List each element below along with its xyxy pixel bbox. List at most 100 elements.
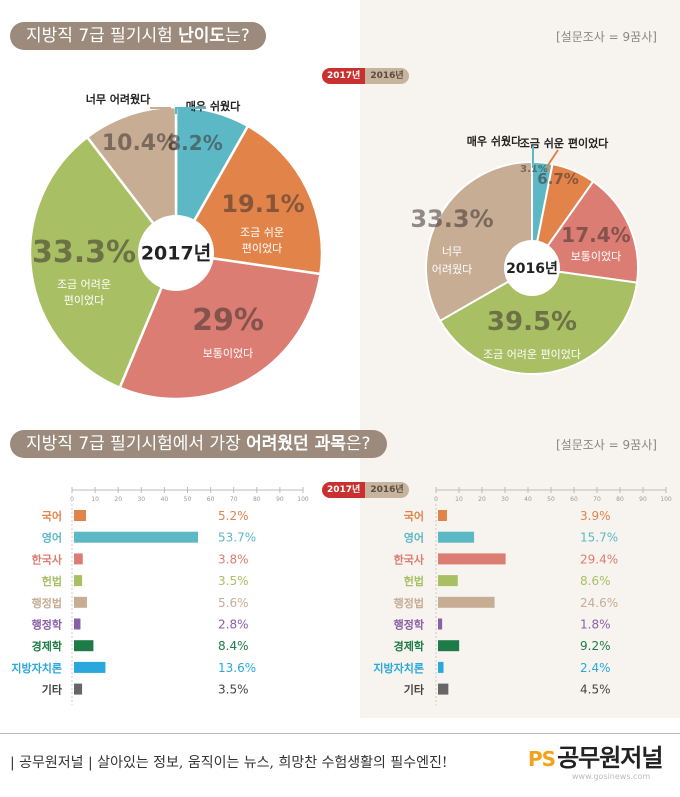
- bar: [74, 596, 87, 608]
- bar: [74, 640, 94, 652]
- bar-value-label: 24.6%: [580, 596, 618, 610]
- bar-value-label: 3.5%: [218, 683, 249, 697]
- x-tick-label: 30: [501, 496, 509, 503]
- bar-value-label: 3.9%: [580, 509, 611, 523]
- bar-category-label: 행정법: [394, 596, 424, 610]
- bar-value-label: 15.7%: [580, 531, 618, 545]
- x-tick-label: 10: [455, 496, 463, 503]
- x-tick-label: 20: [114, 496, 122, 503]
- section1-legend: 2017년 2016년: [322, 68, 409, 84]
- slice-value-label: 10.4%: [102, 131, 178, 156]
- bar-category-label: 경제학: [32, 639, 62, 653]
- legend-2016-bars: 2016년: [365, 482, 409, 498]
- bar: [438, 553, 506, 565]
- x-tick-label: 60: [207, 496, 215, 503]
- bar-category-label: 행정법: [32, 596, 62, 610]
- slice-name-label: 어려웠다: [432, 263, 472, 276]
- slice-value-label: 17.4%: [561, 223, 630, 247]
- legend-2016: 2016년: [365, 68, 409, 84]
- bar-value-label: 2.8%: [218, 618, 249, 632]
- bar: [74, 661, 106, 673]
- leader-line: [175, 107, 206, 114]
- donut-center-label: 2017년: [141, 243, 211, 265]
- bar-value-label: 53.7%: [218, 531, 256, 545]
- bar-value-label: 29.4%: [580, 552, 618, 566]
- section1-survey-note: [설문조사 = 9꿈사]: [556, 30, 657, 44]
- slice-name-label: 조금 어려운 편이었다: [483, 348, 581, 361]
- bar-value-label: 13.6%: [218, 661, 256, 675]
- bar-category-label: 경제학: [394, 639, 424, 653]
- x-tick-label: 100: [297, 496, 309, 503]
- bar-category-label: 국어: [404, 509, 424, 523]
- bar: [74, 553, 83, 565]
- footer-tagline: | 공무원저널 | 살아있는 정보, 움직이는 뉴스, 희망찬 수험생활의 필수…: [10, 755, 448, 771]
- footer-url: www.gosinews.com: [572, 772, 651, 781]
- x-tick-label: 80: [616, 496, 624, 503]
- legend-2017-bars: 2017년: [322, 482, 366, 498]
- slice-value-label: 33.3%: [32, 235, 136, 270]
- bar-value-label: 3.5%: [218, 574, 249, 588]
- bar-value-label: 9.2%: [580, 639, 611, 653]
- bar: [438, 618, 443, 630]
- bar-value-label: 5.6%: [218, 596, 249, 610]
- bar-category-label: 헌법: [42, 574, 62, 588]
- bar: [74, 618, 81, 630]
- x-tick-label: 90: [276, 496, 284, 503]
- pie-slice: [85, 105, 178, 257]
- section2-title-bold: 어려웠던 과목: [246, 434, 346, 454]
- bar: [438, 531, 475, 543]
- donut-hole: [138, 215, 214, 291]
- bar-category-label: 한국사: [394, 552, 425, 566]
- legend-2017: 2017년: [322, 68, 366, 84]
- bar: [438, 683, 449, 695]
- leader-line: [547, 149, 559, 171]
- slice-name-label: 너무 어려웠다: [86, 92, 151, 106]
- bar-value-label: 3.8%: [218, 552, 249, 566]
- bar-value-label: 1.8%: [580, 618, 611, 632]
- section2-title-plain: 지방직 7급 필기시험에서 가장: [26, 434, 247, 454]
- x-tick-label: 50: [184, 496, 192, 503]
- slice-name-label: 편이었다: [242, 242, 282, 255]
- bar-category-label: 행정학: [32, 618, 62, 632]
- slice-value-label: 39.5%: [487, 307, 577, 337]
- x-tick-label: 70: [230, 496, 238, 503]
- slice-name-label: 조금 어려운: [57, 278, 111, 291]
- bar-value-label: 4.5%: [580, 683, 611, 697]
- donut-hole: [504, 240, 560, 296]
- x-tick-label: 70: [593, 496, 601, 503]
- slice-name-label: 매우 쉬웠다: [467, 134, 522, 148]
- pie-slice: [174, 124, 324, 276]
- bar-value-label: 8.6%: [580, 574, 611, 588]
- x-tick-label: 30: [137, 496, 145, 503]
- bar-category-label: 국어: [42, 509, 62, 523]
- x-tick-label: 0: [70, 496, 74, 503]
- slice-value-label: 33.3%: [410, 205, 493, 233]
- slice-value-label: 8.2%: [167, 131, 222, 155]
- section1-title-bold: 난이도: [178, 26, 226, 46]
- x-tick-label: 50: [547, 496, 555, 503]
- bar-category-label: 영어: [404, 531, 424, 545]
- slice-name-label: 너무: [442, 245, 462, 258]
- footer-divider: [0, 733, 680, 734]
- bar-category-label: 기타: [42, 683, 63, 697]
- slice-value-label: 3.1%: [520, 164, 548, 175]
- bar-category-label: 행정학: [394, 618, 424, 632]
- bar-category-label: 기타: [404, 683, 425, 697]
- bar: [438, 510, 447, 521]
- bar: [74, 683, 83, 695]
- x-tick-label: 10: [91, 496, 99, 503]
- x-tick-label: 40: [524, 496, 532, 503]
- x-tick-label: 0: [434, 496, 438, 503]
- section2-title: 지방직 7급 필기시험에서 가장 어려웠던 과목은?: [10, 430, 387, 458]
- bar: [438, 575, 458, 587]
- bar-value-label: 5.2%: [218, 509, 249, 523]
- x-tick-label: 20: [478, 496, 486, 503]
- bar: [74, 575, 83, 587]
- x-tick-label: 80: [253, 496, 261, 503]
- leader-line: [150, 107, 171, 114]
- pie-slice: [28, 135, 178, 390]
- donut-chart-1: 2016년 3.1% 매우 쉬웠다 6.7% 조금 쉬운 편이었다 17.4% 보통이었다 3…: [410, 134, 639, 375]
- logo-mark: PS: [528, 747, 556, 771]
